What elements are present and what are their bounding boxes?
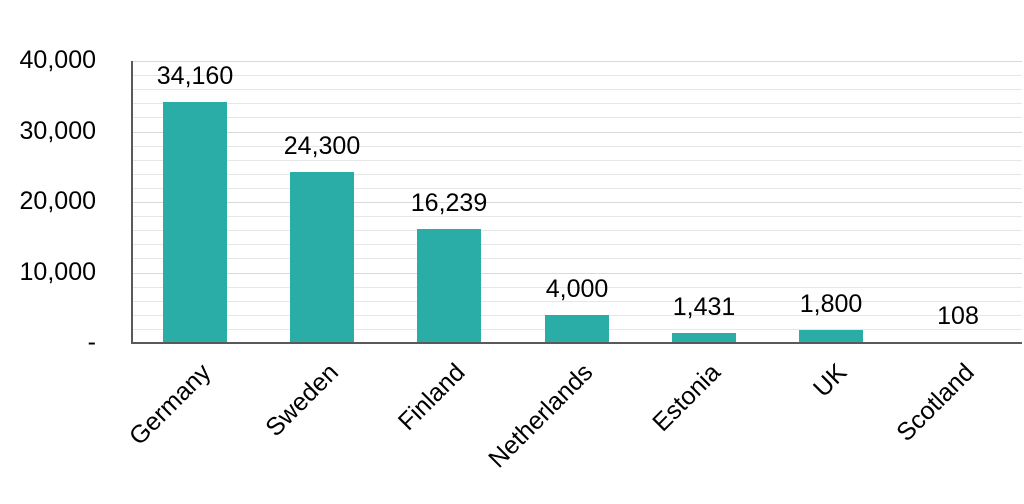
x-tick-label: UK	[807, 358, 853, 403]
gridline	[131, 202, 1022, 203]
bar-finland	[417, 228, 481, 343]
gridline	[131, 258, 1022, 259]
data-label: 16,239	[410, 189, 488, 217]
gridline	[131, 89, 1022, 90]
gridline	[131, 273, 1022, 274]
bar-uk	[799, 330, 863, 343]
gridline	[131, 230, 1022, 231]
x-tick-label: Sweden	[260, 358, 344, 442]
data-label: 4,000	[545, 275, 609, 303]
gridline	[131, 61, 1022, 62]
gridline	[131, 103, 1022, 104]
x-tick-label: Scotland	[891, 358, 980, 447]
data-label: 1,431	[672, 293, 736, 321]
y-tick-label: 20,000	[19, 187, 96, 215]
gridline	[131, 188, 1022, 189]
data-label: 24,300	[283, 132, 361, 160]
gridline	[131, 132, 1022, 133]
y-axis-line	[131, 61, 133, 344]
gridline	[131, 117, 1022, 118]
y-tick-label: 10,000	[19, 258, 96, 286]
bar-estonia	[672, 332, 736, 343]
x-axis-line	[131, 342, 1022, 344]
bar-germany	[163, 102, 227, 343]
gridline	[131, 287, 1022, 288]
x-tick-label: Germany	[123, 358, 217, 451]
data-label: 34,160	[156, 62, 234, 90]
data-label: 108	[937, 302, 979, 330]
x-tick-label: Estonia	[647, 358, 726, 438]
y-tick-label: 40,000	[19, 46, 96, 74]
y-tick-label: -	[87, 328, 96, 356]
bar-netherlands	[545, 314, 609, 343]
gridline	[131, 146, 1022, 147]
gridline	[131, 244, 1022, 245]
data-label: 1,800	[799, 290, 863, 318]
gridline	[131, 301, 1022, 302]
y-tick-label: 30,000	[19, 117, 96, 145]
bar-sweden	[290, 171, 354, 343]
gridline	[131, 160, 1022, 161]
x-tick-label: Finland	[392, 358, 471, 437]
gridline	[131, 75, 1022, 76]
x-tick-label: Netherlands	[483, 358, 599, 474]
gridline	[131, 216, 1022, 217]
gridline	[131, 174, 1022, 175]
